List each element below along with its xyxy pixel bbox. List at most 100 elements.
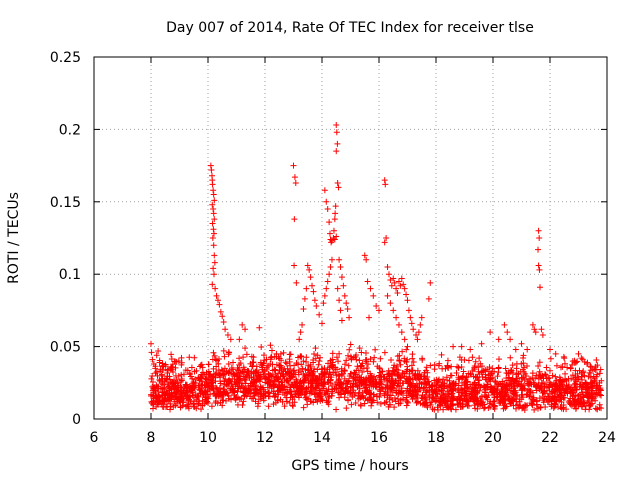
data-point — [291, 216, 298, 223]
data-point-band — [177, 378, 184, 385]
data-point-band — [437, 399, 444, 406]
data-point-band — [521, 385, 528, 392]
data-point-band — [371, 354, 378, 361]
data-point-band — [572, 373, 579, 380]
data-point — [155, 347, 162, 354]
data-point-band — [465, 357, 472, 364]
data-point-band — [592, 366, 599, 373]
data-point-band — [448, 396, 455, 403]
data-point-band — [541, 383, 548, 390]
y-tick-label: 0 — [72, 412, 81, 428]
data-point-band — [173, 376, 180, 383]
data-point-band — [314, 366, 321, 373]
data-point — [495, 336, 502, 343]
data-point — [536, 266, 543, 273]
data-point-band — [519, 375, 526, 382]
data-point-band — [394, 363, 401, 370]
data-point-band — [281, 403, 288, 410]
x-tick-label: 10 — [199, 430, 217, 446]
data-point-band — [255, 391, 262, 398]
data-point-band — [459, 400, 466, 407]
data-point-band — [543, 396, 550, 403]
data-point — [210, 271, 217, 278]
data-point-band — [309, 371, 316, 378]
x-tick-label: 16 — [370, 430, 388, 446]
data-point — [309, 282, 316, 289]
data-point — [335, 184, 342, 191]
data-point — [346, 314, 353, 321]
data-point — [536, 235, 543, 241]
data-point-band — [521, 406, 528, 413]
data-point-band — [394, 353, 401, 360]
data-point-band — [368, 399, 375, 406]
data-point — [210, 226, 217, 233]
data-point-band — [362, 376, 369, 383]
data-point — [532, 329, 539, 336]
data-point-band — [155, 401, 162, 408]
data-point-band — [325, 401, 332, 408]
data-point — [333, 233, 340, 240]
data-point-band — [571, 396, 578, 403]
data-point — [333, 129, 340, 136]
data-point-band — [167, 391, 174, 398]
data-point — [487, 329, 494, 336]
data-point-band — [167, 400, 174, 407]
data-point-band — [203, 376, 210, 383]
data-point-band — [459, 372, 466, 379]
data-point-band — [316, 374, 323, 381]
data-point — [328, 239, 335, 246]
data-point-band — [356, 357, 363, 364]
data-point — [387, 300, 394, 307]
data-point-band — [386, 370, 393, 377]
y-tick-labels: 0 0.05 0.1 0.15 0.2 0.25 — [50, 50, 81, 428]
data-point — [334, 179, 341, 186]
data-point — [393, 314, 400, 321]
data-point-band — [592, 405, 599, 412]
data-point-band — [298, 387, 305, 394]
data-point — [450, 343, 457, 350]
data-point-band — [320, 385, 327, 392]
data-point-band — [388, 357, 395, 364]
x-axis-label: GPS time / hours — [291, 458, 408, 474]
data-point-band — [272, 367, 279, 374]
data-point — [401, 336, 408, 343]
data-point — [210, 187, 217, 194]
data-point-band — [455, 364, 462, 371]
data-point-band — [203, 369, 210, 376]
data-point-band — [246, 384, 253, 391]
data-point-band — [213, 363, 220, 370]
data-point — [296, 336, 303, 343]
data-point-band — [255, 396, 262, 403]
data-point-band — [436, 376, 443, 383]
x-tick-label: 18 — [427, 430, 445, 446]
data-point-band — [167, 403, 174, 410]
data-point — [321, 187, 328, 194]
data-point-band — [152, 370, 159, 377]
data-point-band — [178, 377, 185, 384]
data-point-band — [202, 375, 209, 382]
data-point-band — [546, 382, 553, 389]
data-point-band — [391, 404, 398, 411]
data-point — [210, 230, 217, 237]
data-point — [210, 210, 217, 217]
data-point-band — [299, 365, 306, 372]
data-point — [388, 282, 395, 289]
data-point — [323, 285, 330, 292]
data-point-band — [217, 388, 224, 395]
data-point-band — [429, 382, 436, 389]
data-point-band — [310, 399, 317, 406]
data-point — [384, 263, 391, 270]
data-point-band — [490, 398, 497, 405]
data-point-band — [524, 391, 531, 398]
data-point-band — [344, 378, 351, 385]
data-point-band — [408, 382, 415, 389]
data-point — [209, 220, 216, 227]
data-point-band — [217, 380, 224, 387]
data-point-band — [156, 357, 163, 364]
data-point-band — [180, 399, 187, 406]
data-point-band — [463, 396, 470, 403]
data-point — [338, 274, 345, 281]
data-point-band — [333, 354, 340, 361]
data-point-band — [213, 357, 220, 364]
data-point-band — [219, 402, 226, 409]
